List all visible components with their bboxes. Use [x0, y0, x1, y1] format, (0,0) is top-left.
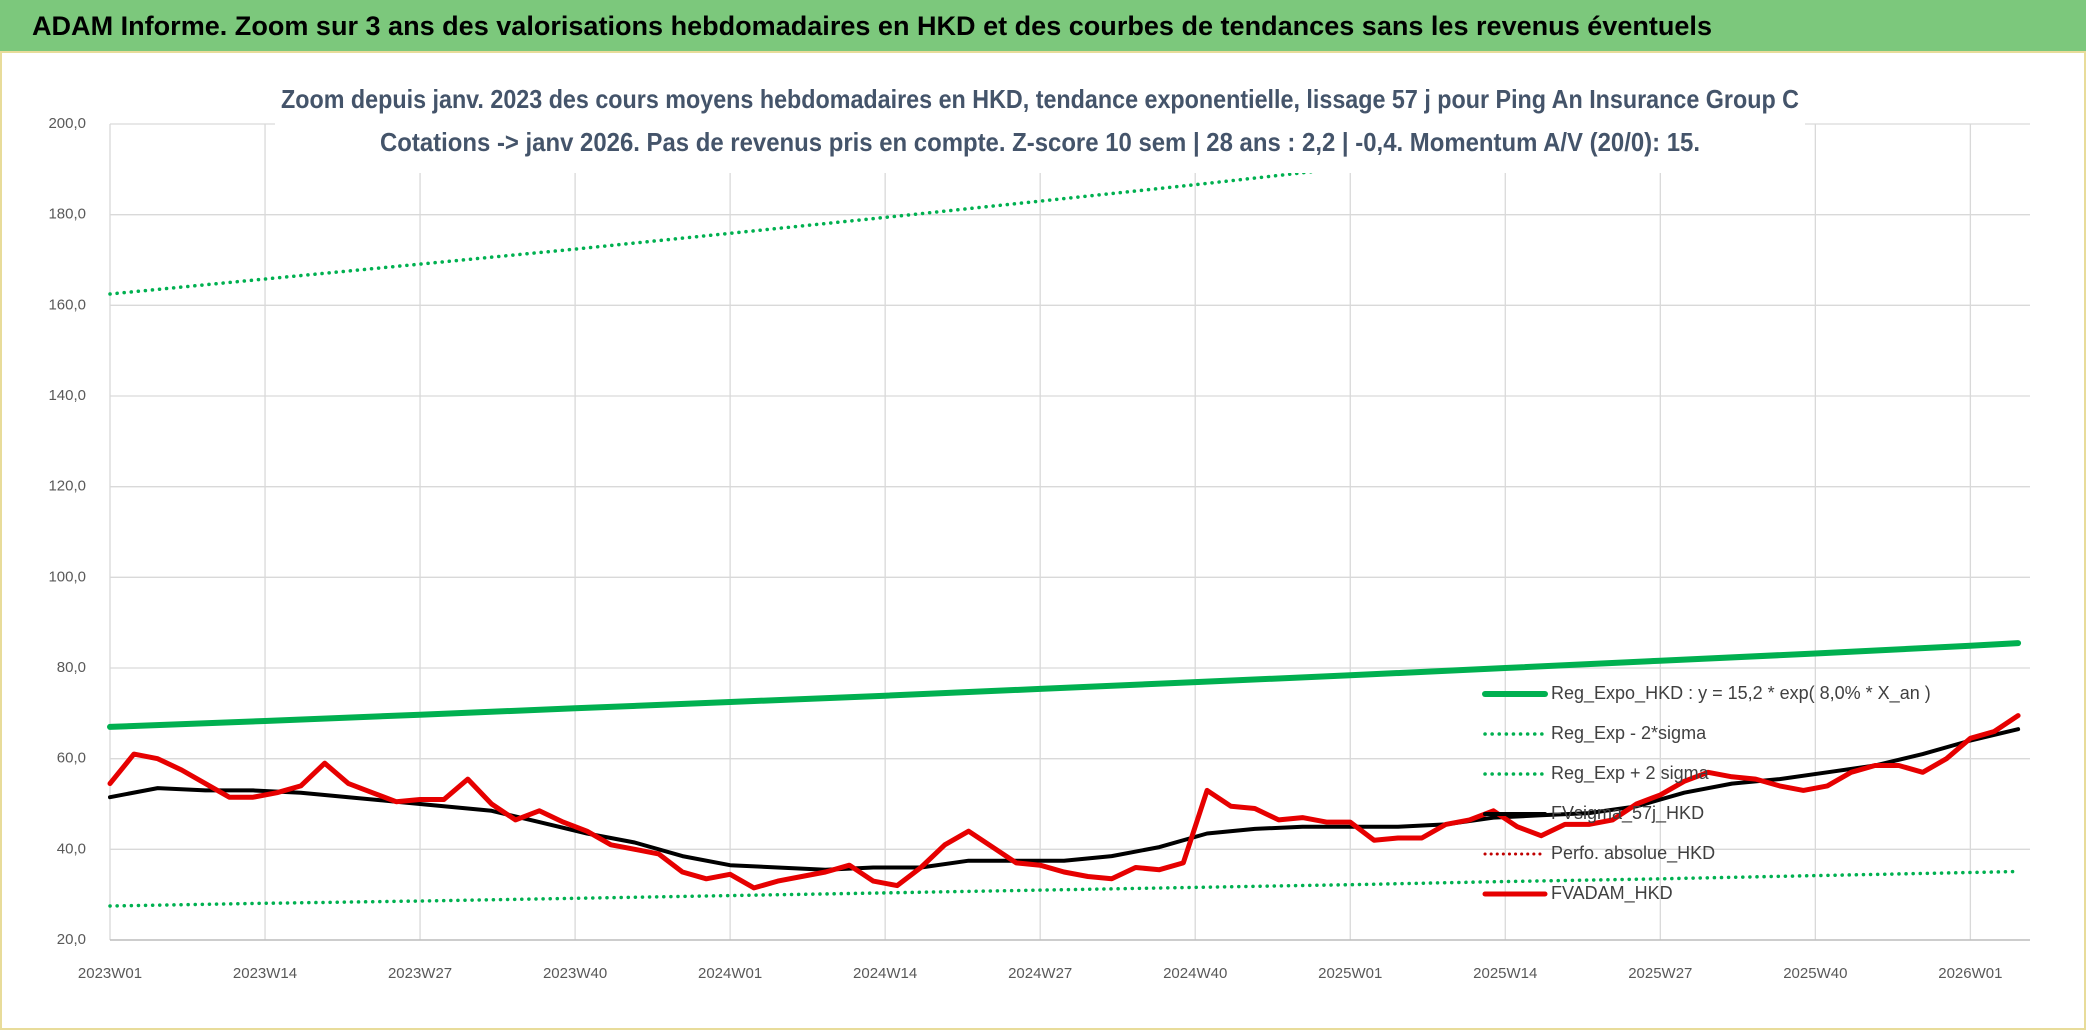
legend: Reg_Expo_HKD : y = 15,2 * exp( 8,0% * X_… — [1482, 683, 1931, 904]
grid: 20,0 40,0 60,0 80,0 100,0 120,0 140,0 160,0 180,… — [48, 115, 2030, 982]
y-tick-label: 160,0 — [48, 296, 86, 313]
y-tick-label: 80,0 — [57, 659, 86, 676]
y-tick-label: 60,0 — [57, 750, 86, 767]
legend-label: Perfo. absolue_HKD — [1551, 843, 1715, 864]
y-tick-label: 120,0 — [48, 478, 86, 495]
x-tick-label: 2023W14 — [233, 965, 297, 982]
chart-subtitle: Cotations -> janv 2026. Pas de revenus p… — [380, 127, 1700, 157]
series-line — [108, 727, 2021, 872]
legend-label: FVADAM_HKD — [1551, 883, 1673, 904]
x-tick-label: 2025W27 — [1628, 965, 1692, 982]
header-bar — [0, 0, 2086, 52]
y-tick-label: 20,0 — [57, 931, 86, 948]
x-tick-label: 2023W01 — [78, 965, 142, 982]
x-tick-label: 2024W27 — [1008, 965, 1072, 982]
x-tick-label: 2024W14 — [853, 965, 917, 982]
x-tick-label: 2025W40 — [1783, 965, 1847, 982]
series-line — [108, 869, 2020, 908]
x-tick-label: 2026W01 — [1938, 965, 2002, 982]
x-tick-label: 2023W40 — [543, 965, 607, 982]
legend-label: Reg_Exp - 2*sigma — [1551, 723, 1707, 744]
y-tick-label: 100,0 — [48, 568, 86, 585]
y-tick-label: 140,0 — [48, 387, 86, 404]
x-tick-label: 2025W01 — [1318, 965, 1382, 982]
legend-label: Reg_Expo_HKD : y = 15,2 * exp( 8,0% * X_… — [1551, 683, 1931, 704]
y-tick-label: 40,0 — [57, 840, 86, 857]
series-line — [107, 640, 2022, 730]
chart-border — [0, 51, 2086, 1030]
chart-title: Zoom depuis janv. 2023 des cours moyens … — [281, 84, 1799, 114]
header-title: ADAM Informe. Zoom sur 3 ans des valoris… — [32, 11, 1712, 41]
x-tick-label: 2023W27 — [388, 965, 452, 982]
legend-label: Reg_Exp + 2 sigma — [1551, 763, 1710, 784]
series-line — [107, 713, 2021, 891]
y-tick-label: 180,0 — [48, 206, 86, 223]
x-tick-label: 2025W14 — [1473, 965, 1537, 982]
legend-label: FVsigma_57j_HKD — [1551, 803, 1704, 824]
x-tick-label: 2024W01 — [698, 965, 762, 982]
x-tick-label: 2024W40 — [1163, 965, 1227, 982]
plot-area — [107, 122, 2022, 908]
title-box — [275, 78, 1805, 173]
y-tick-label: 200,0 — [48, 115, 86, 132]
